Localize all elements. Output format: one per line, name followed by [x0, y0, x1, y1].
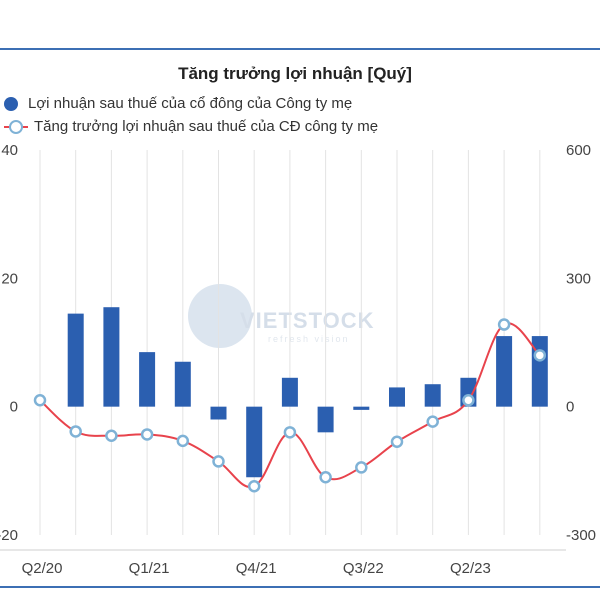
bar	[103, 307, 120, 407]
chart-title: Tăng trưởng lợi nhuận [Quý]	[178, 64, 412, 83]
line-point	[319, 471, 332, 484]
legend-line-label: Tăng trưởng lợi nhuận sau thuế của CĐ cô…	[34, 118, 379, 135]
watermark-text: VIETSTOCK	[240, 308, 375, 333]
bar	[246, 406, 263, 478]
bar	[496, 336, 513, 407]
line-point	[105, 429, 118, 443]
right-axis-tick-label: 600	[566, 142, 591, 159]
x-axis-tick-label: Q1/21	[129, 560, 170, 577]
x-axis-tick-label: Q2/20	[22, 560, 63, 577]
line-point	[33, 394, 47, 407]
left-axis-tick-label: 20	[1, 270, 18, 287]
watermark-logo: VIETSTOCK refresh vision	[188, 284, 408, 354]
frame-top-border	[0, 48, 600, 50]
line-point	[247, 479, 261, 493]
line-point	[390, 435, 404, 448]
line-point	[69, 425, 82, 438]
x-axis-tick-label: Q3/22	[343, 560, 384, 577]
watermark-subtext: refresh vision	[268, 334, 350, 344]
bar	[317, 406, 334, 433]
right-axis-tick-label: 300	[566, 270, 591, 287]
legend-bar-swatch	[4, 96, 18, 111]
line-point	[140, 428, 154, 441]
bar	[353, 406, 370, 410]
line-point	[176, 434, 190, 448]
line-point	[426, 415, 439, 428]
line-point	[497, 318, 511, 331]
left-axis-tick-label: 0	[10, 399, 18, 416]
frame-bottom-border	[0, 586, 600, 588]
right-axis-tick-label: 0	[566, 399, 574, 416]
bar	[424, 384, 441, 407]
x-axis-tick-label: Q4/21	[236, 560, 277, 577]
legend-line-swatch	[4, 119, 28, 134]
line-point	[533, 349, 547, 362]
left-axis-tick-label: 40	[1, 142, 18, 159]
legend-bar-label: Lợi nhuận sau thuế của cổ đông của Công …	[28, 95, 353, 112]
bar	[281, 377, 298, 407]
line-point	[283, 426, 297, 439]
bar	[174, 361, 191, 407]
x-axis-tick-label: Q2/23	[450, 560, 491, 577]
bar	[139, 352, 156, 407]
line-point	[462, 394, 475, 407]
right-axis-tick-label: -300	[566, 527, 596, 544]
bar	[389, 387, 405, 407]
line-point	[355, 461, 368, 474]
bar	[67, 313, 84, 407]
line-point	[212, 455, 225, 468]
left-axis-tick-label: -20	[0, 527, 18, 544]
bar	[210, 406, 227, 420]
legend-item-line[interactable]: Tăng trưởng lợi nhuận sau thuế của CĐ cô…	[4, 118, 378, 135]
watermark-circle-icon	[188, 284, 252, 348]
legend-item-bar[interactable]: Lợi nhuận sau thuế của cổ đông của Công …	[4, 95, 352, 112]
